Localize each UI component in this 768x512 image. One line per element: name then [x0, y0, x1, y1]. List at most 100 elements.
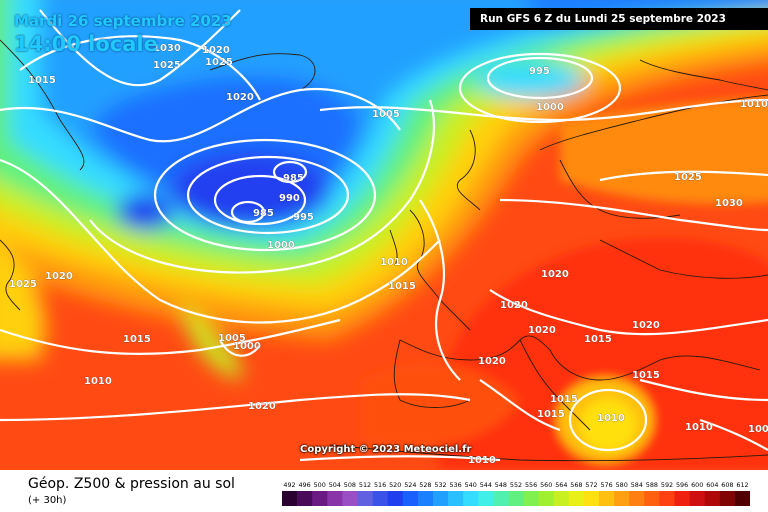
isobar-label: 1025: [674, 172, 702, 183]
scale-tick-label: 564: [555, 481, 567, 489]
coastlines: [0, 39, 768, 462]
scale-tick-label: 588: [646, 481, 658, 489]
isobar-label: 1025: [205, 57, 233, 68]
scale-swatch: [629, 491, 645, 506]
isobar-label: 1015: [632, 370, 660, 381]
scale-tick-label: 540: [465, 481, 477, 489]
isobar-label: 1020: [632, 320, 660, 331]
scale-tick-label: 536: [449, 481, 461, 489]
forecast-date: Mardi 26 septembre 2023: [14, 12, 232, 30]
isobar-label: 985: [253, 208, 274, 219]
model-run-banner: Run GFS 6 Z du Lundi 25 septembre 2023: [470, 8, 768, 30]
isobar-label: 1020: [202, 45, 230, 56]
scale-tick-label: 600: [691, 481, 703, 489]
scale-swatch: [478, 491, 494, 506]
scale-tick-label: 500: [314, 481, 326, 489]
scale-swatch: [719, 491, 736, 506]
scale-swatch: [538, 491, 554, 506]
scale-swatch: [312, 491, 328, 506]
scale-tick-label: 524: [404, 481, 416, 489]
isobar-label: 1015: [388, 281, 416, 292]
scale-tick-label: 520: [389, 481, 401, 489]
scale-tick-label: 492: [283, 481, 295, 489]
isobar-label: 1025: [153, 60, 181, 71]
scale-swatch: [583, 491, 600, 506]
scale-tick-label: 572: [585, 481, 597, 489]
scale-swatch: [327, 491, 343, 506]
isobar-label: 1015: [28, 75, 56, 86]
isobar-label: 1005: [748, 424, 768, 435]
scale-swatch: [417, 491, 434, 506]
isobar-label: 985: [283, 173, 304, 184]
isobar-label: 1010: [468, 455, 496, 466]
isobar-label: 995: [529, 66, 550, 77]
isobar-label: 1010: [685, 422, 713, 433]
scale-tick-label: 576: [600, 481, 612, 489]
scale-swatch: [659, 491, 675, 506]
isobar-label: 1005: [372, 109, 400, 120]
forecast-lead-time: (+ 30h): [28, 495, 67, 506]
scale-swatch: [674, 491, 690, 506]
scale-swatch: [614, 491, 630, 506]
scale-swatch: [734, 491, 750, 506]
isobar-label: 1010: [380, 257, 408, 268]
isobar-label: 1000: [233, 341, 261, 352]
scale-swatch: [282, 491, 298, 506]
scale-swatch: [508, 491, 524, 506]
isobar-label: 1015: [550, 394, 578, 405]
scale-swatch: [402, 491, 419, 506]
isobar-label: 990: [279, 193, 300, 204]
scale-swatch: [342, 491, 358, 506]
forecast-time: 14:00 locale: [14, 32, 158, 56]
scale-tick-label: 544: [480, 481, 492, 489]
scale-swatch: [568, 491, 585, 506]
scale-tick-label: 568: [570, 481, 582, 489]
scale-tick-label: 556: [525, 481, 537, 489]
scale-tick-label: 512: [359, 481, 371, 489]
isobar-label: 1020: [528, 325, 556, 336]
isobar-label: 1020: [45, 271, 73, 282]
scale-swatch: [433, 491, 449, 506]
scale-tick-label: 580: [616, 481, 628, 489]
isobar-label: 1020: [500, 300, 528, 311]
scale-tick-label: 596: [676, 481, 688, 489]
scale-tick-label: 496: [298, 481, 310, 489]
isobars: [0, 9, 768, 462]
scale-tick-label: 592: [661, 481, 673, 489]
scale-swatch: [689, 491, 705, 506]
scale-tick-label: 548: [495, 481, 507, 489]
map-caption: Géop. Z500 & pression au sol: [28, 476, 235, 492]
isobar-label: 1010: [740, 99, 768, 110]
isobar-label: 1030: [153, 43, 181, 54]
scale-tick-label: 560: [540, 481, 552, 489]
scale-swatch: [553, 491, 570, 506]
isobar-label: 1000: [267, 240, 295, 251]
scale-tick-label: 528: [419, 481, 431, 489]
isobar-label: 1010: [84, 376, 112, 387]
scale-tick-label: 532: [434, 481, 446, 489]
isobar-label: 1020: [541, 269, 569, 280]
isobar-label: 1020: [248, 401, 276, 412]
scale-swatch: [493, 491, 509, 506]
scale-tick-label: 508: [344, 481, 356, 489]
isobar-label: 1010: [597, 413, 625, 424]
isobar-label: 1020: [478, 356, 506, 367]
geopotential-map: 1030 1020 1025 1025 1015 1020 1005 995 1…: [0, 0, 768, 470]
scale-tick-label: 604: [706, 481, 718, 489]
scale-swatch: [704, 491, 721, 506]
isobar-label: 1020: [226, 92, 254, 103]
color-scale: 492 496 500 504 508 512 516 520 524 528 532 536 540 5…: [282, 481, 750, 506]
scale-swatch: [523, 491, 539, 506]
isobar-label: 1015: [123, 334, 151, 345]
isobar-label: 1015: [537, 409, 565, 420]
legend-panel: Géop. Z500 & pression au sol (+ 30h) 492…: [0, 470, 768, 512]
isobar-labels: 1030 1020 1025 1025 1015 1020 1005 995 1…: [9, 43, 768, 466]
isobar-label: 1030: [715, 198, 743, 209]
copyright-notice: Copyright © 2023 Meteociel.fr: [300, 444, 472, 455]
scale-swatch: [448, 491, 464, 506]
scale-swatch: [297, 491, 313, 506]
scale-tick-label: 516: [374, 481, 386, 489]
scale-swatch: [463, 491, 479, 506]
scale-tick-label: 584: [631, 481, 643, 489]
